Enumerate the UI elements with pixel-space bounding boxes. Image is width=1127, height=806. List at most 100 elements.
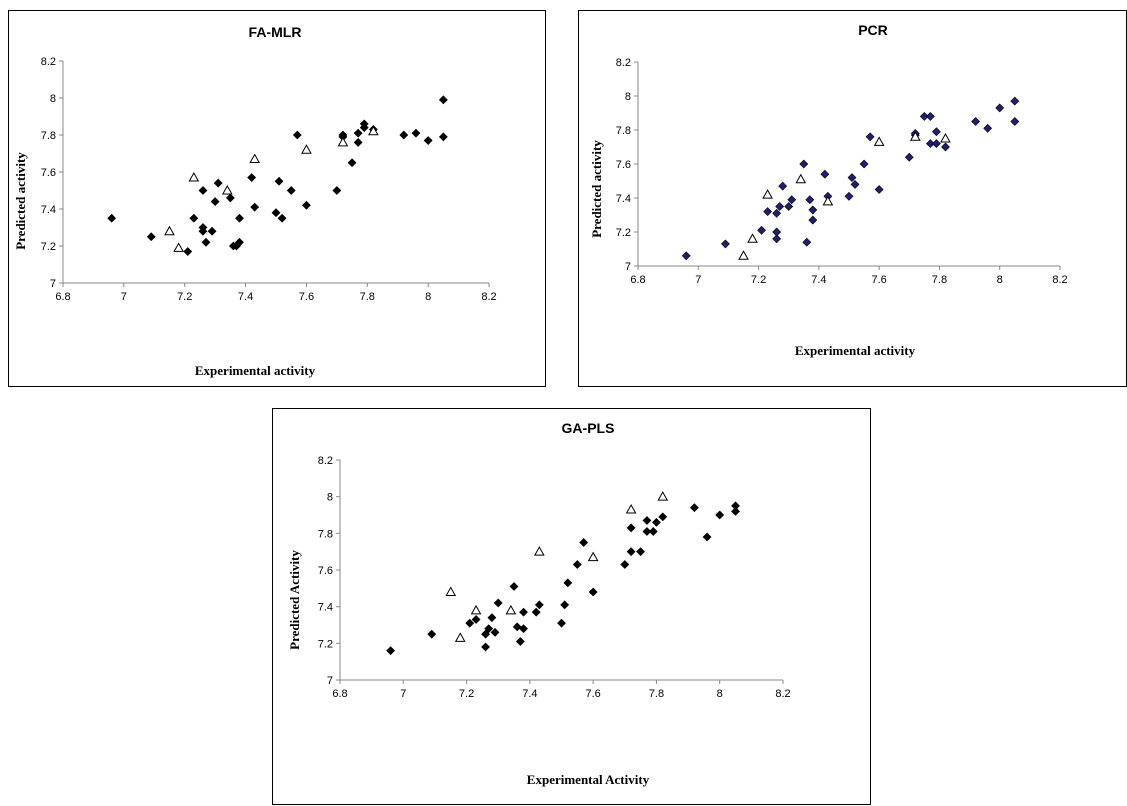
training-point [484,624,494,634]
training-point [493,598,503,608]
training-point [471,615,481,624]
training-point [531,607,541,617]
test-point [795,173,807,184]
y-tick-label: 7.8 [318,528,333,540]
y-tick-label: 7 [327,675,333,687]
training-point [189,213,199,223]
training-point [763,207,773,217]
training-point [235,213,244,223]
test-point [164,225,175,236]
training-point [438,95,448,105]
x-tick-label: 7.2 [459,688,474,700]
test-point [249,153,261,164]
x-tick-label: 7 [695,274,701,286]
x-tick-label: 7.4 [522,688,537,700]
y-tick-label: 7.6 [616,159,631,171]
x-tick-label: 7.2 [177,291,192,303]
training-point [971,117,981,126]
training-point [560,600,570,610]
training-point [277,213,287,223]
chart-title: PCR [858,22,888,38]
training-point [775,202,785,211]
x-tick-label: 7 [400,688,406,700]
y-tick-label: 7.4 [616,193,631,205]
y-tick-label: 7.2 [41,241,56,253]
training-point [399,130,409,140]
training-point [652,517,661,527]
test-point [337,136,349,147]
training-point [438,132,448,142]
x-tick-label: 8 [997,274,1003,286]
training-point [423,136,433,145]
training-point [332,186,342,195]
x-tick-label: 8 [717,688,723,700]
y-tick-label: 7.2 [318,638,333,650]
training-point [512,622,522,632]
training-point [519,624,528,634]
test-point [625,503,637,514]
training-point [904,152,914,162]
training-point [107,213,117,223]
training-point [563,578,573,588]
training-point [802,237,812,247]
training-point [642,527,652,536]
x-tick-label: 8.2 [1052,274,1067,286]
training-point [925,111,935,121]
training-point [557,618,566,628]
test-point [505,604,517,615]
test-point [445,586,457,596]
training-point [481,642,490,652]
x-axis-label: Experimental activity [195,363,316,378]
training-point [847,173,857,183]
y-tick-label: 7.6 [318,565,333,577]
training-point [490,627,500,637]
training-point [850,179,860,189]
training-point [636,547,646,557]
training-point [702,532,712,542]
y-tick-label: 7 [625,261,631,273]
test-point [301,144,312,154]
training-point [210,197,220,207]
y-axis-label: Predicted activity [589,140,604,238]
y-axis-label: Predicted Activity [287,550,302,650]
y-tick-label: 7.4 [318,602,333,614]
training-point [772,234,782,244]
training-point [274,176,284,186]
x-tick-label: 8.2 [481,291,496,303]
test-point [747,233,758,243]
training-point [386,646,396,656]
training-point [353,128,363,138]
test-point [533,546,545,556]
y-axis-label: Predicted activity [13,152,28,250]
y-tick-label: 7.6 [41,167,56,179]
x-tick-label: 7 [121,291,127,303]
training-point [772,227,782,237]
y-tick-label: 8 [327,492,333,504]
training-point [509,582,519,591]
ga-pls-chart-panel: GA-PLS 7 7.2 7.4 7.6 7.8 8 8.2 6.8 7 7.2 7.4 7.6 7.8 8… [272,408,871,805]
training-point [787,195,797,205]
training-point [198,226,208,236]
training-point [731,501,740,511]
test-point [188,172,200,182]
training-point [931,127,941,137]
training-point [250,202,260,212]
chart-title: GA-PLS [562,420,615,436]
y-tick-label: 8 [625,91,631,103]
training-point [681,251,691,261]
x-tick-label: 7.8 [932,274,947,286]
training-point [302,200,311,210]
training-point [1010,96,1020,106]
training-point [799,159,809,169]
training-point [286,186,296,195]
test-point [909,131,921,141]
x-tick-label: 7.2 [751,274,766,286]
training-point [519,607,528,617]
training-point [1010,117,1020,126]
y-tick-label: 7.4 [41,204,56,216]
y-tick-label: 8.2 [318,455,333,467]
test-point [221,184,233,195]
training-point [481,629,490,639]
